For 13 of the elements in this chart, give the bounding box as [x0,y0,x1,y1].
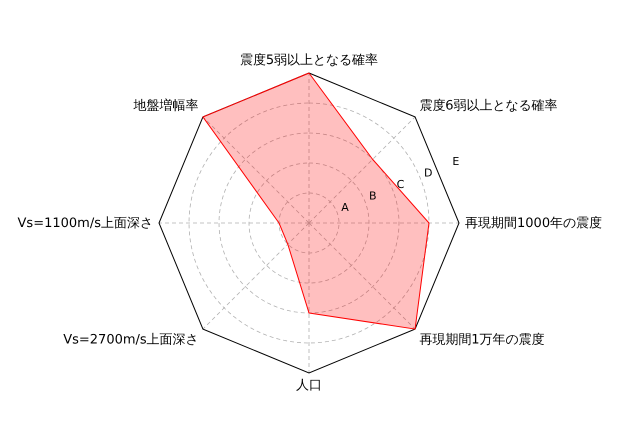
spoke-label: 人口 [296,378,322,393]
spoke-label: Vs=2700m/s上面深さ [63,332,199,348]
y-tick-label: E [452,155,460,168]
y-tick-label: A [341,201,350,214]
spoke-label: 再現期間1000年の震度 [465,215,602,231]
y-tick-label: B [368,190,377,203]
spoke-label: Vs=1100m/s上面深さ [18,216,153,231]
y-tick-label: C [396,178,405,192]
spoke-label: 地盤増幅率 [132,98,199,114]
spoke-label: 震度5弱以上となる確率 [240,52,378,68]
spoke-label: 再現期間1万年の震度 [419,331,545,348]
spoke-label: 震度6弱以上となる確率 [419,98,558,114]
y-tick-label: D [424,166,432,180]
